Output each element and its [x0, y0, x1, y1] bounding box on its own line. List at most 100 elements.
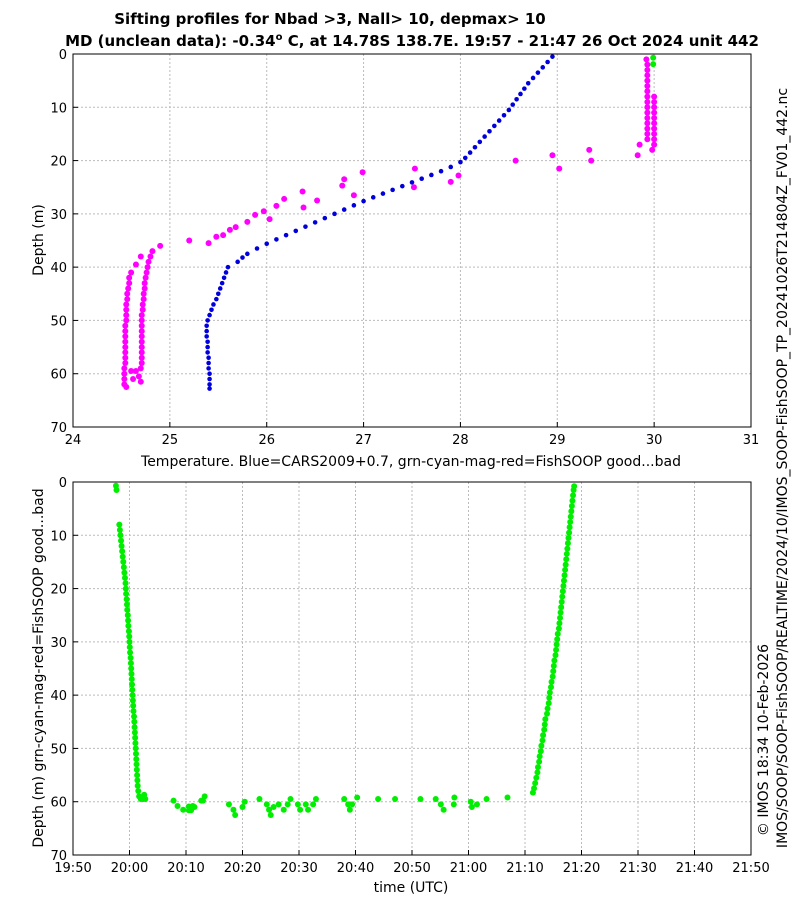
top-point-series1	[123, 317, 130, 324]
top-point-series1	[128, 368, 135, 375]
bottom-point-series0	[239, 804, 246, 811]
top-point-series0	[221, 275, 227, 281]
bottom-point-series0	[133, 766, 140, 773]
top-point-series0	[274, 237, 279, 242]
top-point-series0	[223, 270, 229, 275]
top-point-series1	[141, 285, 148, 292]
bottom-point-series0	[232, 812, 239, 819]
top-y-tick-label: 10	[50, 101, 67, 116]
top-point-series0	[510, 102, 516, 107]
top-x-tick-label: 27	[355, 433, 372, 448]
bottom-point-series0	[297, 806, 304, 813]
bottom-y-tick-label: 30	[50, 636, 67, 651]
bottom-point-series0	[538, 742, 545, 749]
top-x-axis-label: Temperature. Blue=CARS2009+0.7, grn-cyan…	[140, 454, 681, 470]
bottom-point-series0	[346, 806, 353, 813]
top-y-tick-label: 0	[59, 48, 67, 63]
top-point-series1	[281, 195, 288, 202]
bottom-point-series0	[567, 513, 574, 520]
top-point-series1	[273, 202, 280, 209]
top-point-series1	[123, 306, 130, 313]
top-point-series1	[138, 317, 145, 324]
top-point-series0	[477, 139, 483, 145]
bottom-x-tick-label: 20:10	[167, 861, 204, 876]
bottom-point-series0	[534, 769, 541, 776]
bottom-x-tick-label: 21:10	[506, 861, 543, 876]
bottom-point-series0	[126, 633, 133, 640]
bottom-point-series0	[392, 796, 399, 803]
top-frame	[72, 53, 752, 428]
bottom-point-series0	[127, 649, 134, 656]
top-point-series1	[145, 258, 152, 265]
bottom-point-series0	[122, 585, 129, 592]
bottom-point-series0	[539, 737, 546, 744]
top-point-series1	[213, 233, 220, 240]
top-point-series1	[130, 376, 137, 383]
top-point-series0	[409, 180, 415, 185]
top-point-series0	[205, 339, 210, 345]
top-point-series1	[649, 146, 656, 153]
bottom-y-tick-label: 10	[50, 529, 67, 544]
top-point-series1	[644, 130, 651, 137]
top-point-series0	[438, 168, 444, 174]
bottom-point-series0	[536, 753, 543, 760]
bottom-point-series0	[133, 761, 140, 768]
bottom-point-series0	[553, 641, 560, 648]
bottom-point-series0	[125, 622, 132, 629]
top-point-series1	[123, 301, 130, 308]
bottom-y-tick-label: 40	[50, 689, 67, 704]
bottom-point-series0	[537, 748, 544, 755]
bottom-point-series0	[118, 537, 125, 544]
bottom-point-series0	[567, 518, 574, 525]
bottom-x-tick-label: 21:00	[450, 861, 487, 876]
top-point-series1	[644, 120, 651, 127]
top-point-series0	[204, 323, 209, 329]
top-point-series2	[650, 61, 657, 68]
bottom-point-series0	[116, 521, 123, 528]
bottom-point-series0	[133, 756, 140, 763]
top-point-series1	[126, 274, 133, 281]
bottom-point-series0	[117, 532, 124, 539]
top-point-series1	[125, 285, 132, 292]
bottom-point-series0	[294, 801, 301, 808]
bottom-point-series0	[134, 782, 141, 789]
bottom-point-series0	[534, 764, 541, 771]
top-point-series1	[644, 82, 651, 89]
top-point-series0	[235, 259, 240, 265]
top-point-series1	[147, 253, 154, 260]
bottom-point-series0	[134, 777, 141, 784]
top-x-tick-label: 26	[258, 433, 275, 448]
bottom-point-series0	[201, 793, 208, 800]
bottom-y-tick-label: 70	[50, 849, 67, 864]
top-point-series0	[240, 255, 245, 260]
bottom-point-series0	[553, 646, 560, 653]
bottom-point-series0	[554, 630, 561, 637]
top-point-series1	[556, 165, 563, 172]
top-point-series1	[644, 98, 651, 105]
top-point-series0	[370, 195, 376, 200]
top-point-series1	[126, 280, 133, 287]
bottom-point-series0	[130, 708, 137, 715]
top-point-series1	[455, 172, 462, 179]
bottom-point-series0	[570, 492, 577, 499]
bottom-point-series0	[554, 636, 561, 643]
bottom-point-series0	[124, 606, 131, 613]
top-point-series0	[522, 86, 527, 91]
top-point-series1	[634, 152, 641, 159]
bottom-point-series0	[230, 806, 237, 813]
top-point-series0	[205, 350, 210, 355]
top-point-series0	[487, 128, 492, 134]
bottom-point-series0	[132, 734, 139, 741]
bottom-point-series0	[275, 801, 282, 808]
bottom-point-series0	[131, 724, 138, 731]
top-point-series0	[514, 96, 519, 102]
top-point-series1	[123, 384, 130, 391]
top-point-series1	[132, 368, 139, 375]
bottom-point-series0	[127, 660, 134, 667]
bottom-point-series0	[560, 582, 567, 589]
bottom-point-series0	[544, 705, 551, 712]
top-point-series1	[644, 72, 651, 79]
bottom-point-series0	[563, 550, 570, 557]
top-point-series1	[139, 306, 146, 313]
bottom-y-tick-label: 50	[50, 742, 67, 757]
